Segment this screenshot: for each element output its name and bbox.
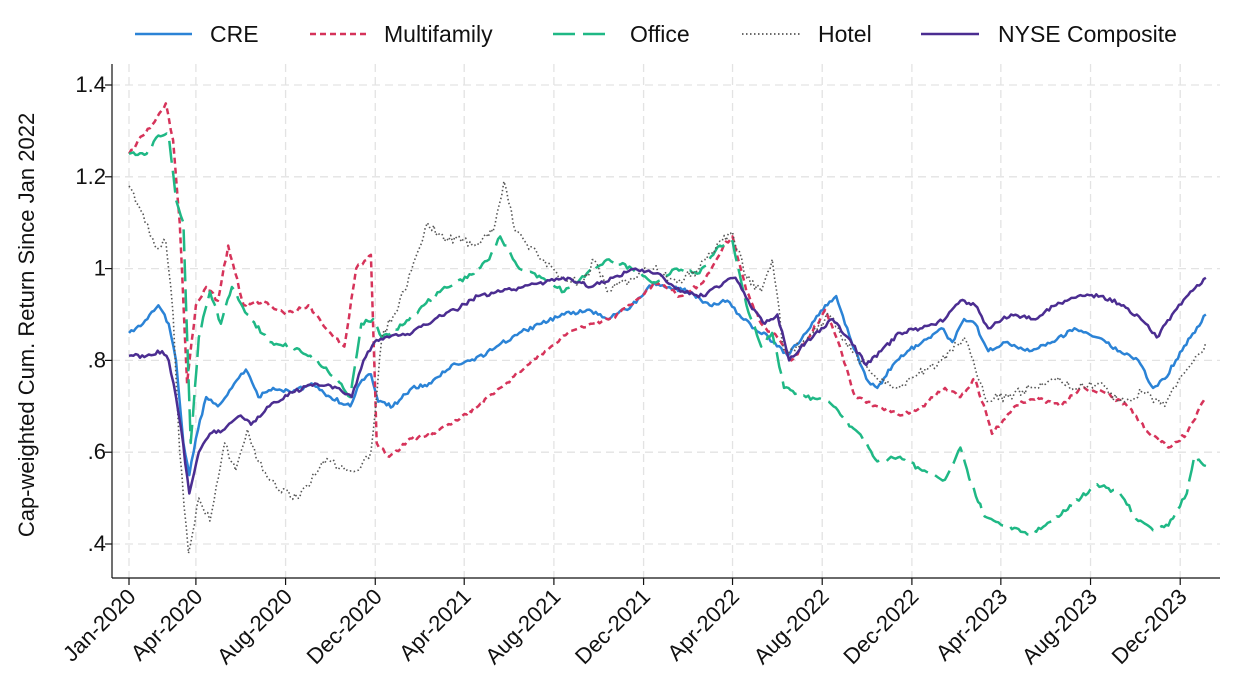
x-tick-label: Apr-2020 bbox=[126, 584, 208, 666]
x-tick-label: Aug-2022 bbox=[749, 584, 834, 669]
series-line-office bbox=[128, 132, 1207, 537]
legend-item-hotel: Hotel bbox=[742, 21, 872, 47]
legend-item-cre: CRE bbox=[135, 21, 259, 47]
x-tick-label: Aug-2020 bbox=[212, 584, 297, 669]
legend: CRE Multifamily Office Hotel NYSE Compos… bbox=[135, 21, 1177, 47]
legend-item-multifamily: Multifamily bbox=[310, 21, 493, 47]
series-line-hotel bbox=[128, 180, 1207, 554]
x-tick-label: Apr-2022 bbox=[662, 584, 744, 666]
x-tick-label: Aug-2021 bbox=[480, 584, 565, 669]
x-tick-label: Apr-2021 bbox=[394, 584, 476, 666]
legend-label-cre: CRE bbox=[210, 21, 259, 47]
legend-label-office: Office bbox=[630, 21, 690, 47]
gridlines bbox=[112, 64, 1220, 578]
y-tick-label: .8 bbox=[88, 347, 106, 372]
legend-label-multifamily: Multifamily bbox=[384, 21, 493, 47]
y-tick-label: .4 bbox=[88, 531, 106, 556]
legend-label-hotel: Hotel bbox=[818, 21, 872, 47]
x-tick-label: Aug-2023 bbox=[1017, 584, 1102, 669]
x-tick-label: Dec-2020 bbox=[302, 584, 387, 669]
series-lines bbox=[127, 102, 1207, 554]
y-tick-label: .6 bbox=[88, 439, 106, 464]
x-tick-label: Dec-2023 bbox=[1107, 584, 1192, 669]
legend-item-nyse-composite: NYSE Composite bbox=[921, 21, 1177, 47]
y-tick-label: 1 bbox=[94, 256, 106, 281]
x-tick-label: Dec-2021 bbox=[570, 584, 655, 669]
series-line-nyse-composite bbox=[128, 267, 1207, 495]
y-axis-title: Cap-weighted Cum. Return Since Jan 2022 bbox=[14, 113, 39, 537]
x-tick-label: Dec-2022 bbox=[838, 584, 923, 669]
x-tick-label: Apr-2023 bbox=[931, 584, 1013, 666]
x-tick-label: Jan-2020 bbox=[58, 584, 141, 667]
legend-label-nyse-composite: NYSE Composite bbox=[998, 21, 1177, 47]
legend-item-office: Office bbox=[553, 21, 690, 47]
y-tick-label: 1.2 bbox=[75, 164, 106, 189]
y-tick-label: 1.4 bbox=[75, 72, 106, 97]
